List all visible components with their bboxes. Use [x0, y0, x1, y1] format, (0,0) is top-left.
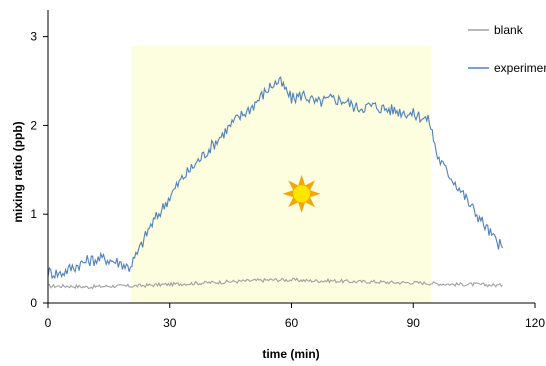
y-tick-label: 2 [30, 118, 37, 132]
y-tick-label: 1 [30, 207, 37, 221]
x-tick-label: 60 [285, 316, 299, 330]
sun-icon [282, 174, 321, 213]
sun-disc [293, 185, 311, 203]
legend-label-blank: blank [494, 23, 524, 37]
series-line-experiment [47, 76, 503, 280]
y-tick-label: 3 [30, 30, 37, 44]
y-tick-label: 0 [30, 296, 37, 310]
x-tick-labels: 0 30 60 90 120 [45, 316, 546, 330]
illuminated-period [131, 45, 432, 304]
x-tick-label: 30 [163, 316, 177, 330]
y-tick-labels: 0 1 2 3 [30, 30, 37, 310]
series-line-blank [47, 277, 503, 290]
x-tick-label: 90 [407, 316, 421, 330]
x-tick-label: 120 [525, 316, 545, 330]
x-tick-label: 0 [45, 316, 52, 330]
series-layer [47, 76, 503, 290]
y-axis-title: mixing ratio (ppb) [11, 121, 25, 222]
legend-label-experiment: experiment [494, 61, 546, 75]
x-axis-title: time (min) [262, 347, 319, 361]
legend: blank experiment [468, 23, 546, 75]
axes [43, 10, 536, 308]
